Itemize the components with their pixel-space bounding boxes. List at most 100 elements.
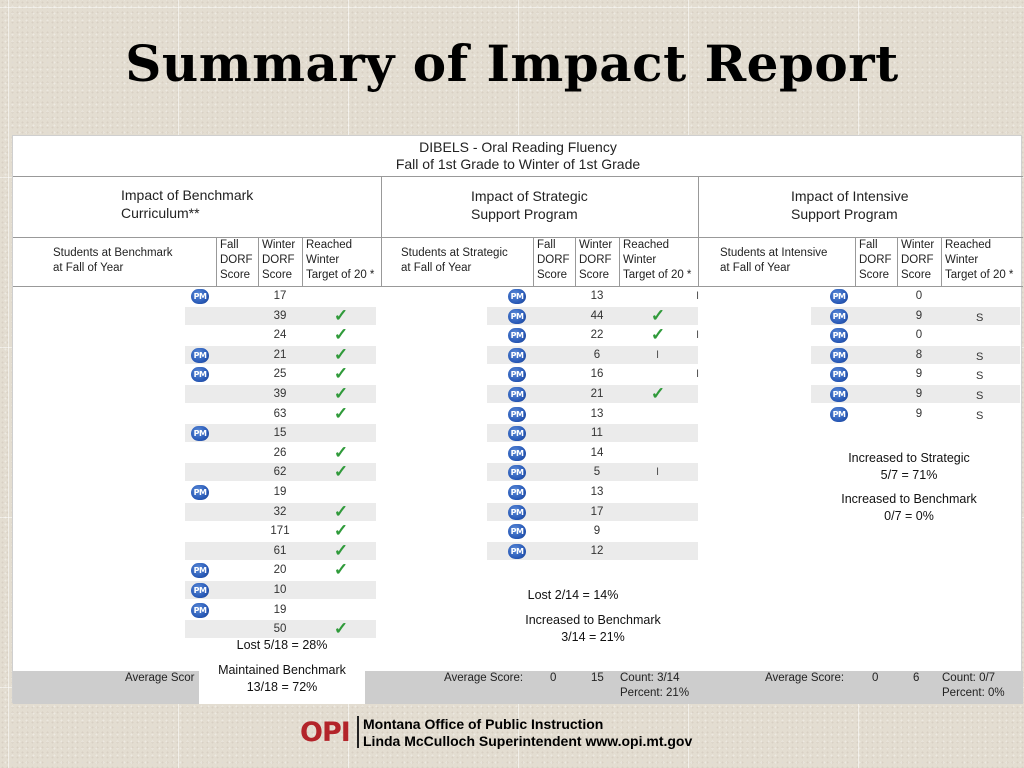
average-score-bar xyxy=(13,671,1023,704)
col-header-text: Fall xyxy=(859,239,878,251)
average-fall-strategic: 0 xyxy=(550,672,557,684)
table-row xyxy=(185,620,376,639)
col-header-text: Target of 20 * xyxy=(306,269,375,281)
progress-monitor-icon: PM xyxy=(508,524,526,540)
winter-score: 13 xyxy=(590,486,604,498)
col-header-text: Students at Benchmark xyxy=(53,247,173,259)
table-row xyxy=(185,306,376,325)
status-mark: I xyxy=(656,348,660,361)
winter-score: 19 xyxy=(273,603,287,616)
col-header-text: Students at Intensive xyxy=(720,247,828,259)
winter-score: 6 xyxy=(593,348,601,361)
col-divider xyxy=(619,238,620,286)
section-title-line: Support Program xyxy=(791,206,898,222)
progress-monitor-icon: PM xyxy=(508,289,526,304)
progress-monitor-icon: PM xyxy=(830,308,848,324)
progress-monitor-icon: PM xyxy=(508,367,526,383)
col-header-text: Target of 20 * xyxy=(945,269,1014,281)
table-row xyxy=(487,385,698,403)
average-count-intensive: Count: 0/7 Percent: 0% xyxy=(942,671,1005,701)
col-divider xyxy=(855,238,856,286)
average-fall-intensive: 0 xyxy=(872,672,879,684)
col-header-text: Winter xyxy=(579,239,613,251)
progress-monitor-icon: PM xyxy=(508,426,526,442)
check-icon: ✓ xyxy=(650,325,666,345)
check-icon: ✓ xyxy=(333,540,349,560)
divider xyxy=(13,286,1023,287)
average-label-intensive: Average Score: xyxy=(765,672,845,684)
winter-score: 26 xyxy=(273,446,287,459)
col-header-text: at Fall of Year xyxy=(720,262,791,274)
col-divider xyxy=(302,238,303,286)
footer-divider xyxy=(357,716,359,748)
check-icon: ✓ xyxy=(333,560,349,580)
opi-logo: OPI xyxy=(300,717,351,748)
check-icon: ✓ xyxy=(650,384,666,403)
col-fall-intensive: Fall DORF Score xyxy=(859,238,892,286)
winter-score: 39 xyxy=(273,388,287,400)
col-divider xyxy=(575,238,576,286)
note-line: Increased to Strategic xyxy=(848,451,970,465)
winter-score: 24 xyxy=(273,329,287,342)
check-icon: ✓ xyxy=(333,403,349,423)
winter-score: 8 xyxy=(915,348,923,361)
check-icon: ✓ xyxy=(333,305,349,325)
col-fall-benchmark: Fall DORF Score xyxy=(220,238,253,286)
progress-monitor-icon: PM xyxy=(191,583,209,598)
note-line: 13/18 = 72% xyxy=(246,680,318,694)
col-header-text: Winter xyxy=(623,254,657,266)
winter-score: 9 xyxy=(915,388,923,400)
table-row xyxy=(811,345,1020,364)
maintained-benchmark-box: Maintained Benchmark 13/18 = 72% xyxy=(199,660,365,704)
progress-monitor-icon: PM xyxy=(508,347,526,363)
progress-monitor-icon: PM xyxy=(830,289,848,304)
note-intensive-strategic: Increased to Strategic 5/7 = 71% xyxy=(829,450,989,484)
col-header-text: Score xyxy=(859,269,890,281)
progress-monitor-icon: PM xyxy=(508,445,526,461)
winter-score: 11 xyxy=(591,427,603,440)
report-heading: DIBELS - Oral Reading Fluency Fall of 1s… xyxy=(13,136,1023,176)
progress-monitor-icon: PM xyxy=(508,504,526,520)
average-percent: Percent: 21% xyxy=(620,687,690,699)
progress-monitor-icon: PM xyxy=(830,406,848,422)
winter-score: 9 xyxy=(915,309,923,322)
winter-score: 13 xyxy=(590,290,604,302)
section-title-benchmark: Impact of Benchmark Curriculum** xyxy=(121,186,253,222)
col-header-text: Winter xyxy=(901,239,935,251)
col-header-text: Score xyxy=(579,269,610,281)
impact-report-table: DIBELS - Oral Reading Fluency Fall of 1s… xyxy=(12,135,1023,704)
note-strategic-lost: Lost 2/14 = 14% xyxy=(493,587,653,604)
winter-score: 39 xyxy=(273,309,287,322)
check-icon: ✓ xyxy=(333,344,349,364)
check-icon: ✓ xyxy=(333,501,349,521)
col-header-text: Score xyxy=(220,269,251,281)
winter-score: 9 xyxy=(593,525,601,538)
winter-score: 13 xyxy=(590,407,604,420)
winter-score: 9 xyxy=(915,368,923,381)
note-line: 5/7 = 71% xyxy=(880,468,938,482)
progress-monitor-icon: PM xyxy=(508,308,526,324)
progress-monitor-icon: PM xyxy=(830,328,848,344)
note-line: Increased to Benchmark xyxy=(841,492,977,506)
col-header-text: Students at Strategic xyxy=(401,247,508,259)
status-mark: S xyxy=(976,350,984,363)
status-mark: I xyxy=(696,329,700,342)
table-row xyxy=(185,385,376,403)
progress-monitor-icon: PM xyxy=(508,465,526,481)
footer-line1: Montana Office of Public Instruction xyxy=(363,716,604,732)
col-header-text: DORF xyxy=(537,254,570,266)
table-row xyxy=(811,306,1020,325)
col-header-text: at Fall of Year xyxy=(53,262,124,274)
col-reached-strategic: Reached Winter Target of 20 * xyxy=(623,238,691,286)
col-header-text: DORF xyxy=(579,254,612,266)
table-row xyxy=(185,463,376,482)
check-icon: ✓ xyxy=(650,305,666,325)
page-title: Summary of Impact Report xyxy=(125,34,899,93)
report-heading-line2: Fall of 1st Grade to Winter of 1st Grade xyxy=(395,156,641,172)
progress-monitor-icon: PM xyxy=(191,289,209,304)
average-winter-strategic: 15 xyxy=(591,672,604,684)
status-mark: S xyxy=(976,409,984,422)
section-divider xyxy=(381,176,382,286)
note-benchmark-lost: Lost 5/18 = 28% xyxy=(207,637,357,654)
progress-monitor-icon: PM xyxy=(191,563,209,579)
